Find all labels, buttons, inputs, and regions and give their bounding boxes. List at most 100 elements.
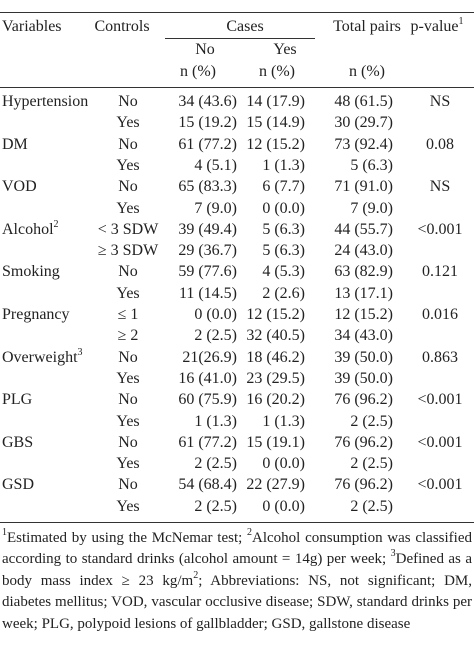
control-level: No xyxy=(118,475,138,495)
header-text: Yes xyxy=(273,41,297,58)
cell-text: 34 (43.6) xyxy=(178,93,237,110)
cell: 0 (0.0) xyxy=(262,454,305,474)
cell: 15 (14.9) xyxy=(246,113,305,133)
footnote-part: ; Abbreviations: NS, not significant; DM… xyxy=(2,572,472,632)
cell-text: 76 (96.2) xyxy=(334,476,393,494)
p-value-text: 0.863 xyxy=(422,348,458,366)
cell-text: 60 (75.9) xyxy=(178,391,237,409)
control-level-text: Yes xyxy=(116,369,140,387)
cell-text: 1 (1.3) xyxy=(262,412,305,430)
cell: 30 (29.7) xyxy=(334,113,393,133)
cell-text: 15 (19.1) xyxy=(246,433,305,451)
superscript: 2 xyxy=(53,218,59,230)
cell: 15 (19.1) xyxy=(246,433,305,453)
header: Total pairs xyxy=(333,17,401,37)
p-value: <0.001 xyxy=(417,475,462,495)
header: Controls xyxy=(94,17,149,37)
cell-text: 2 (2.5) xyxy=(194,455,237,473)
footnote-part: 2 xyxy=(193,569,199,581)
cell: 5 (6.3) xyxy=(350,156,393,176)
control-level-text: No xyxy=(118,93,138,110)
cell-text: 5 (6.3) xyxy=(262,242,305,260)
control-level: Yes xyxy=(116,284,139,304)
p-value-text: 0.016 xyxy=(422,306,458,323)
variable: Overweight3 xyxy=(2,347,83,368)
cell-text: 76 (96.2) xyxy=(334,391,393,409)
footnote-part: Defined as a body mass index ≥ 23 kg/m xyxy=(2,551,472,589)
footnote-part: Alcohol consumption was classified accor… xyxy=(2,530,473,568)
p-value: 0.121 xyxy=(422,262,458,282)
cell-text: 0 (0.0) xyxy=(194,306,237,323)
cell-text: 18 (46.2) xyxy=(246,348,305,366)
cell-text: 39 (50.0) xyxy=(334,369,393,387)
control-level-text: No xyxy=(118,433,138,451)
header: Cases xyxy=(226,17,263,37)
footnote: 1Estimated by using the McNemar test; 2A… xyxy=(2,528,472,635)
control-level: ≤ 1 xyxy=(118,305,139,325)
p-value-text: <0.001 xyxy=(417,391,463,409)
cell-text: 24 (43.0) xyxy=(334,242,393,260)
control-level-text: No xyxy=(118,476,138,494)
variable-text: DM xyxy=(2,135,28,153)
cell: 32 (40.5) xyxy=(246,326,305,346)
cell: 2 (2.6) xyxy=(262,284,305,304)
cell-text: 12 (15.2) xyxy=(246,135,305,153)
cell-text: 5 (6.3) xyxy=(350,156,393,174)
cell: 11 (14.5) xyxy=(179,284,237,304)
p-value-text: 0.08 xyxy=(426,135,454,153)
cell: 34 (43.0) xyxy=(334,326,393,346)
cell: 0 (0.0) xyxy=(194,305,237,325)
cell-text: 2 (2.5) xyxy=(350,455,393,473)
header: No xyxy=(195,40,215,60)
control-level-text: ≥ 2 xyxy=(117,327,139,345)
cell-text: 14 (17.9) xyxy=(246,93,305,110)
cell-text: 61 (77.2) xyxy=(178,135,237,153)
control-level-text: No xyxy=(118,391,138,409)
p-value: 0.863 xyxy=(422,348,458,368)
control-level: Yes xyxy=(116,412,139,432)
control-level-text: Yes xyxy=(116,114,140,132)
cell: 24 (43.0) xyxy=(334,241,393,261)
cell-text: 16 (41.0) xyxy=(178,369,237,387)
p-value-text: <0.001 xyxy=(417,476,463,494)
control-level-text: Yes xyxy=(116,284,140,302)
header: p-value1 xyxy=(411,17,464,37)
control-level-text: ≤ 1 xyxy=(117,306,139,323)
rule xyxy=(0,522,474,523)
control-level-text: Yes xyxy=(116,497,140,515)
cell-text: 44 (55.7) xyxy=(334,220,393,238)
variable-text: VOD xyxy=(2,178,37,196)
control-level: ≥ 2 xyxy=(118,326,139,346)
footnote-part: 1 xyxy=(2,527,7,538)
header-text: Controls xyxy=(94,18,150,35)
footnote-part: Estimated by using the McNemar test; xyxy=(7,530,248,546)
cell-text: 48 (61.5) xyxy=(334,93,393,110)
cell: 4 (5.3) xyxy=(262,262,305,282)
control-level-text: No xyxy=(118,135,138,153)
variable: VOD xyxy=(2,177,37,197)
cell-text: 4 (5.1) xyxy=(194,156,237,174)
control-level: No xyxy=(118,262,138,282)
superscript: 1 xyxy=(458,16,464,27)
cell: 71 (91.0) xyxy=(334,177,393,197)
cell: 12 (15.2) xyxy=(246,305,305,325)
cell-text: 2 (2.5) xyxy=(194,327,237,345)
header-text: Variables xyxy=(2,18,62,35)
footnote-part: 2 xyxy=(247,527,253,538)
cell: 39 (50.0) xyxy=(334,369,393,389)
cell-text: 76 (96.2) xyxy=(334,433,393,451)
variable: DM xyxy=(2,135,28,155)
control-level-text: No xyxy=(118,348,138,366)
control-level: ≥ 3 SDW xyxy=(98,241,158,261)
control-level-text: Yes xyxy=(116,156,140,174)
header: Variables xyxy=(2,17,62,37)
cell: 13 (17.1) xyxy=(334,284,393,304)
p-value-text: NS xyxy=(429,93,451,110)
cell-text: 7 (9.0) xyxy=(350,199,393,217)
cell-text: 73 (92.4) xyxy=(334,135,393,153)
cell-text: 23 (29.5) xyxy=(246,369,305,387)
cell: 12 (15.2) xyxy=(246,135,305,155)
p-value-text: 0.121 xyxy=(422,263,458,281)
variable: Hypertension xyxy=(2,92,88,112)
control-level: Yes xyxy=(116,113,139,133)
